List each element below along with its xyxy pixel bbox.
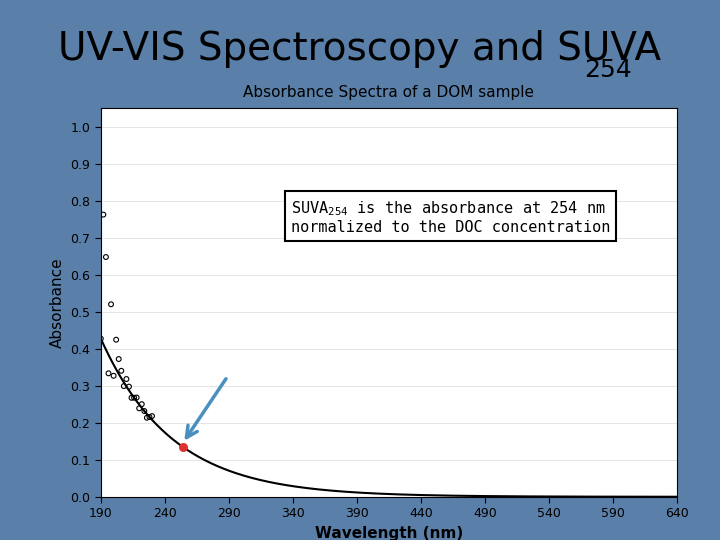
Point (113, 355, 125, 363)
Point (121, 375, 132, 383)
Point (128, 394, 140, 402)
Point (95, 334, 107, 343)
X-axis label: Wavelength (nm): Wavelength (nm) (315, 526, 463, 540)
Point (138, 407, 150, 415)
Point (133, 404, 145, 413)
Point (98, 210, 109, 219)
Title: Absorbance Spectra of a DOM sample: Absorbance Spectra of a DOM sample (243, 85, 534, 100)
Point (103, 369, 114, 377)
Point (123, 382, 135, 391)
Point (126, 394, 138, 402)
Point (108, 372, 120, 380)
Point (131, 393, 143, 402)
Point (136, 400, 148, 408)
Text: UV-VIS Spectroscopy and SUVA: UV-VIS Spectroscopy and SUVA (58, 30, 662, 68)
Text: $\mathregular{SUVA_{254}}$ is the absorbance at 254 nm
normalized to the DOC con: $\mathregular{SUVA_{254}}$ is the absorb… (291, 199, 611, 235)
Point (141, 414, 153, 422)
Text: 254: 254 (585, 58, 632, 82)
Point (146, 412, 158, 421)
Point (100, 253, 112, 261)
Point (110, 335, 122, 344)
Point (115, 367, 127, 375)
Point (118, 382, 130, 390)
Point (105, 300, 117, 308)
Point (144, 413, 156, 421)
Y-axis label: Absorbance: Absorbance (50, 257, 65, 348)
Point (177, 442, 189, 451)
